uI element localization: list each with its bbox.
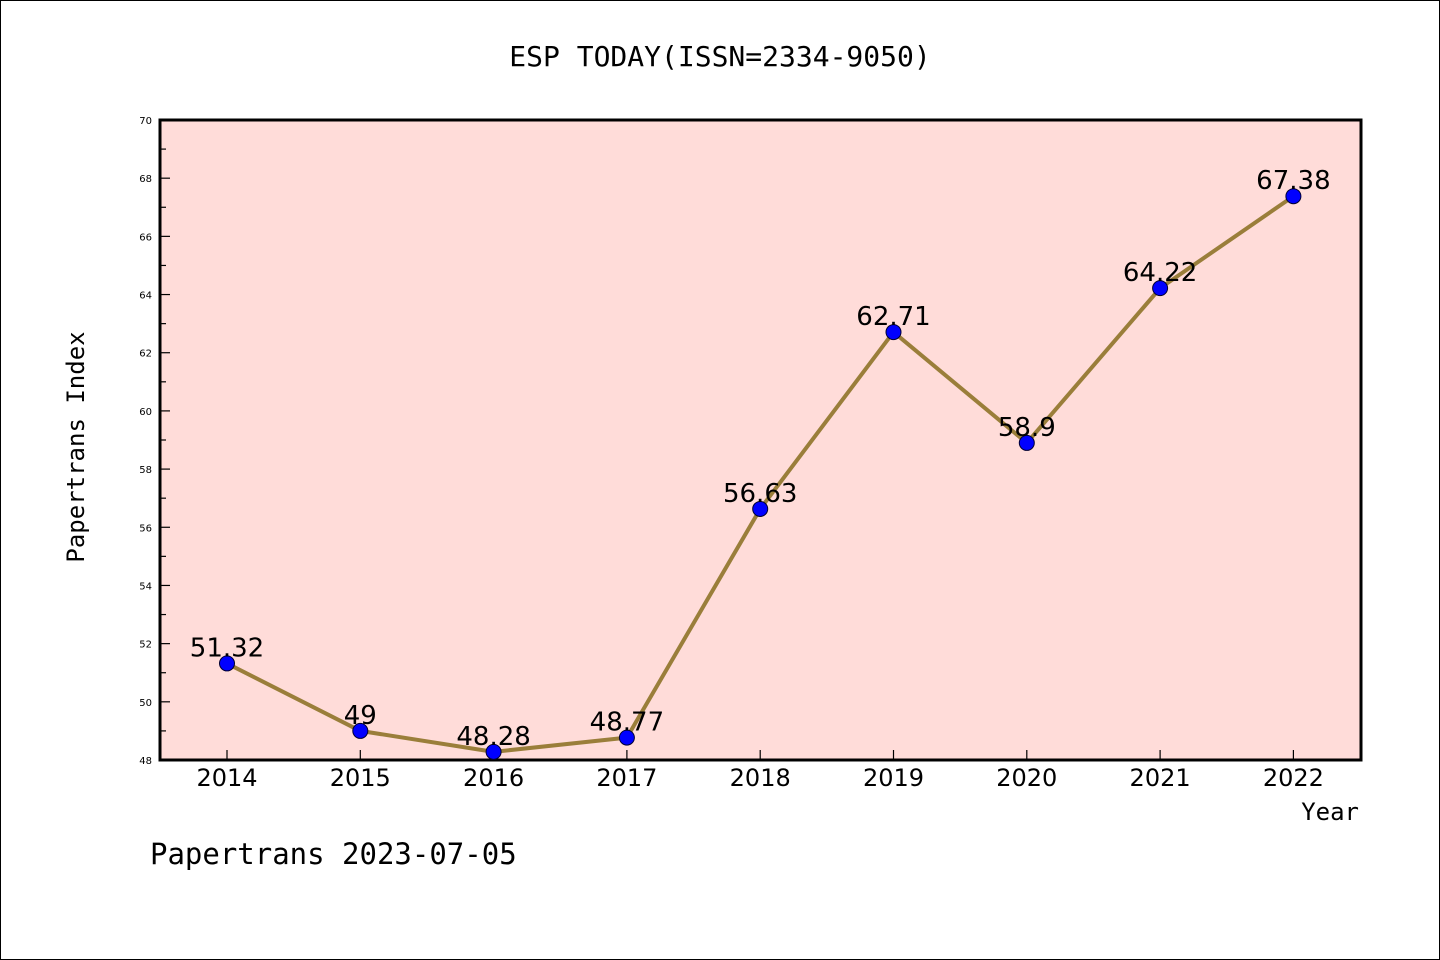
data-label: 58.9: [998, 413, 1056, 443]
data-point: [885, 324, 902, 341]
y-tick-label: 66: [139, 232, 152, 243]
x-axis: 2014 2015 2016 2017 2018 2019 2020 2021 2022: [196, 750, 1324, 792]
data-point: [485, 743, 502, 760]
data-label: 64.22: [1123, 258, 1197, 288]
y-tick-label: 50: [139, 698, 152, 709]
y-tick-label: 58: [139, 465, 152, 476]
x-tick-label: 2020: [996, 764, 1057, 792]
data-label: 67.38: [1256, 166, 1330, 196]
data-point: [618, 729, 635, 746]
y-tick-label: 52: [139, 640, 152, 651]
data-point: [219, 655, 235, 672]
data-point: [1285, 188, 1302, 205]
chart-title: ESP TODAY(ISSN=2334-9050): [509, 40, 930, 73]
y-tick-label: 48: [139, 756, 152, 767]
x-tick-label: 2017: [596, 764, 657, 792]
y-tick-label: 60: [139, 407, 152, 418]
x-tick-label: 2015: [330, 764, 391, 792]
data-label: 49: [344, 701, 377, 731]
data-point: [752, 500, 769, 517]
x-tick-label: 2016: [463, 764, 524, 792]
x-tick-label: 2019: [863, 764, 924, 792]
plot-area: [158, 118, 1363, 762]
x-tick-label: 2014: [196, 764, 257, 792]
data-labels: 51.32 49 48.28 48.77 56.63 62.71 58.9 64.22 67.3…: [190, 166, 1331, 752]
data-point: [1018, 434, 1035, 451]
data-label: 51.32: [190, 633, 264, 663]
x-tick-label: 2021: [1130, 764, 1191, 792]
y-tick-label: 62: [139, 349, 152, 360]
y-tick-label: 68: [139, 174, 152, 185]
data-label: 48.77: [590, 708, 664, 738]
y-axis: 48 50 52 54 56 58 60 62 64 66 68 70: [139, 116, 170, 767]
footer-text: Papertrans 2023-07-05: [150, 837, 517, 871]
x-tick-label: 2018: [730, 764, 791, 792]
x-axis-label: Year: [1301, 798, 1359, 826]
y-tick-label: 70: [139, 116, 152, 127]
data-label: 56.63: [723, 479, 797, 509]
data-point: [1152, 280, 1169, 297]
y-tick-label: 54: [139, 581, 152, 592]
y-tick-label: 56: [139, 523, 152, 534]
y-axis-label: Papertrans Index: [62, 331, 90, 562]
series-markers: [219, 188, 1302, 760]
y-tick-label: 64: [139, 291, 152, 302]
data-label: 62.71: [856, 302, 930, 332]
data-label: 48.28: [456, 722, 530, 752]
x-tick-label: 2022: [1263, 764, 1324, 792]
data-point: [352, 722, 369, 739]
